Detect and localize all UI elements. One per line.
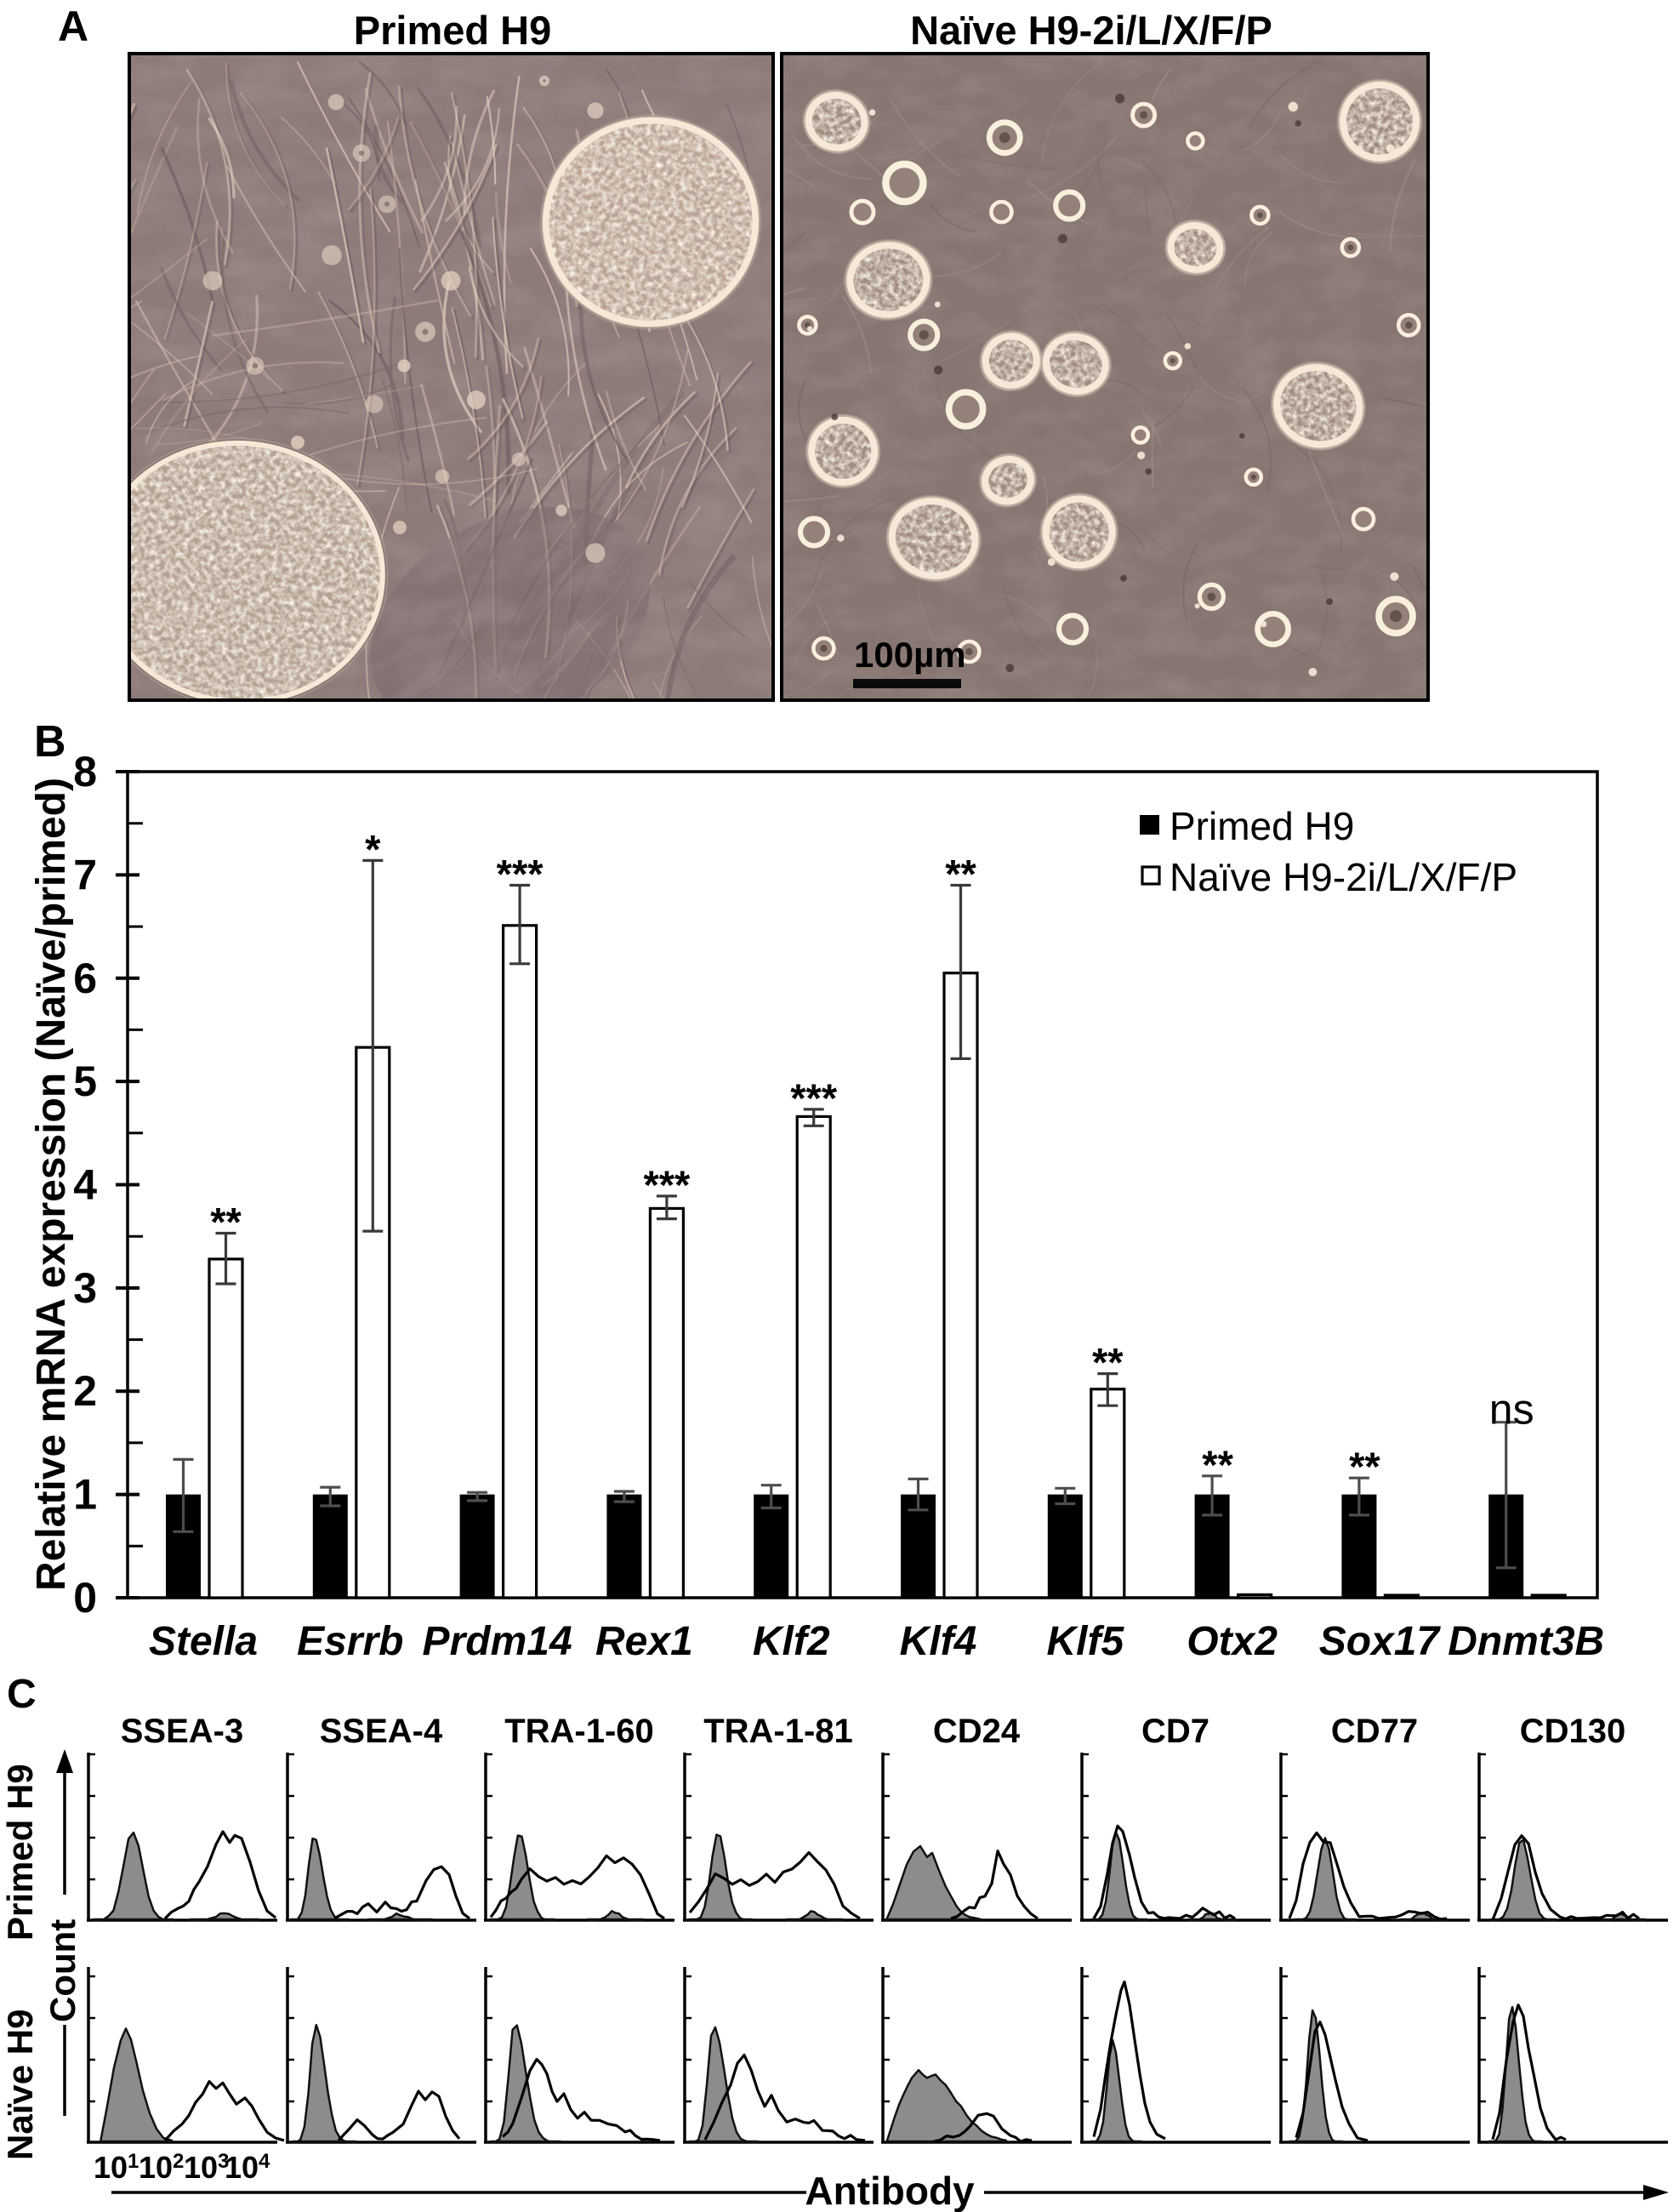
svg-text:***: *** bbox=[643, 1162, 691, 1207]
svg-text:**: ** bbox=[1202, 1442, 1233, 1487]
svg-text:Naïve H9-2i/L/X/F/P: Naïve H9-2i/L/X/F/P bbox=[910, 8, 1272, 53]
svg-text:*: * bbox=[365, 826, 381, 871]
svg-text:***: *** bbox=[497, 852, 544, 897]
svg-text:TRA-1-60: TRA-1-60 bbox=[504, 1713, 654, 1750]
svg-text:SSEA-4: SSEA-4 bbox=[320, 1713, 443, 1750]
svg-text:**: ** bbox=[1092, 1340, 1124, 1385]
svg-text:0: 0 bbox=[73, 1574, 97, 1622]
svg-text:2: 2 bbox=[73, 1367, 97, 1415]
svg-text:A: A bbox=[58, 3, 88, 50]
svg-text:**: ** bbox=[1349, 1444, 1380, 1489]
svg-text:CD24: CD24 bbox=[933, 1713, 1021, 1750]
svg-text:101: 101 bbox=[94, 2150, 139, 2185]
svg-text:Primed H9: Primed H9 bbox=[0, 1764, 40, 1941]
svg-text:3: 3 bbox=[73, 1264, 97, 1312]
svg-text:Klf4: Klf4 bbox=[900, 1619, 977, 1664]
svg-text:1: 1 bbox=[73, 1471, 97, 1519]
svg-text:CD130: CD130 bbox=[1520, 1713, 1626, 1750]
svg-text:Primed H9: Primed H9 bbox=[1170, 804, 1354, 848]
svg-text:SSEA-3: SSEA-3 bbox=[121, 1713, 244, 1750]
svg-text:5: 5 bbox=[73, 1058, 97, 1105]
svg-text:Antibody: Antibody bbox=[805, 2169, 975, 2212]
svg-text:B: B bbox=[34, 717, 66, 767]
svg-text:CD77: CD77 bbox=[1331, 1713, 1418, 1750]
svg-text:CD7: CD7 bbox=[1141, 1713, 1209, 1750]
svg-text:***: *** bbox=[790, 1075, 838, 1120]
svg-text:Stella: Stella bbox=[149, 1619, 258, 1664]
svg-text:100µm: 100µm bbox=[854, 635, 966, 675]
svg-text:Klf5: Klf5 bbox=[1046, 1619, 1124, 1664]
svg-text:7: 7 bbox=[73, 851, 97, 898]
svg-text:4: 4 bbox=[73, 1161, 97, 1209]
svg-text:Naïve H9: Naïve H9 bbox=[0, 2010, 40, 2160]
svg-text:TRA-1-81: TRA-1-81 bbox=[703, 1713, 853, 1750]
svg-text:Relative mRNA expression (Naïv: Relative mRNA expression (Naïve/primed) bbox=[29, 778, 74, 1591]
svg-text:Naïve H9-2i/L/X/F/P: Naïve H9-2i/L/X/F/P bbox=[1170, 855, 1517, 899]
svg-text:**: ** bbox=[945, 852, 976, 897]
svg-text:ns: ns bbox=[1489, 1386, 1534, 1434]
svg-text:C: C bbox=[7, 1672, 37, 1717]
svg-text:Dnmt3B: Dnmt3B bbox=[1448, 1619, 1604, 1664]
svg-text:**: ** bbox=[210, 1200, 242, 1245]
svg-text:Otx2: Otx2 bbox=[1187, 1619, 1278, 1664]
svg-text:Count: Count bbox=[43, 1919, 83, 2022]
svg-text:6: 6 bbox=[73, 955, 97, 1002]
svg-text:103: 103 bbox=[184, 2150, 229, 2185]
svg-text:Primed H9: Primed H9 bbox=[354, 8, 551, 53]
svg-text:Klf2: Klf2 bbox=[753, 1619, 830, 1664]
svg-text:Sox17: Sox17 bbox=[1319, 1619, 1442, 1664]
svg-text:8: 8 bbox=[73, 748, 97, 795]
svg-text:Esrrb: Esrrb bbox=[297, 1619, 403, 1664]
svg-text:Prdm14: Prdm14 bbox=[423, 1619, 572, 1664]
svg-text:Rex1: Rex1 bbox=[595, 1619, 693, 1664]
svg-text:102: 102 bbox=[139, 2150, 184, 2185]
svg-text:104: 104 bbox=[225, 2150, 270, 2185]
